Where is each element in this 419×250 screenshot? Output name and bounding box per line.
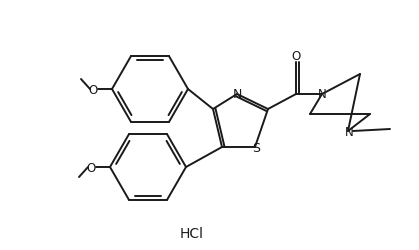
Text: N: N [318, 88, 326, 101]
Text: O: O [86, 161, 96, 174]
Text: S: S [252, 142, 260, 155]
Text: O: O [88, 83, 98, 96]
Text: O: O [291, 49, 300, 62]
Text: HCl: HCl [180, 226, 204, 240]
Text: N: N [232, 88, 242, 101]
Text: N: N [344, 125, 353, 138]
